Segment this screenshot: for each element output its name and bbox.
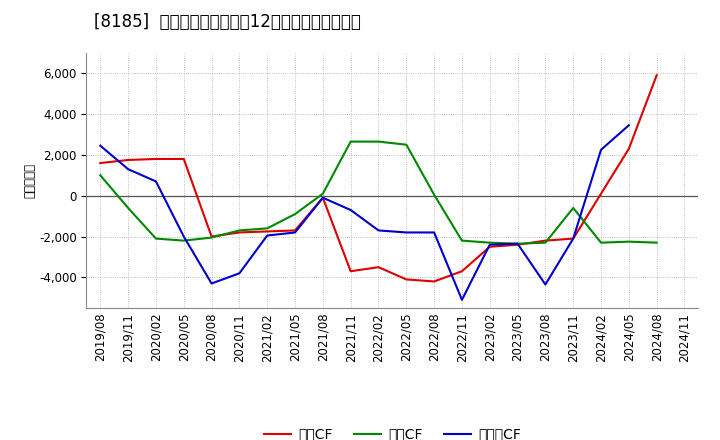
営業CF bbox=[374, 264, 383, 270]
投資CF bbox=[318, 191, 327, 196]
営業CF bbox=[96, 161, 104, 166]
フリーCF bbox=[569, 236, 577, 241]
投資CF bbox=[624, 239, 633, 244]
営業CF bbox=[569, 236, 577, 241]
投資CF bbox=[179, 238, 188, 243]
営業CF bbox=[179, 156, 188, 161]
営業CF bbox=[346, 268, 355, 274]
投資CF bbox=[485, 240, 494, 246]
投資CF bbox=[652, 240, 661, 246]
投資CF bbox=[374, 139, 383, 144]
営業CF bbox=[485, 244, 494, 249]
投資CF bbox=[569, 205, 577, 211]
投資CF bbox=[291, 212, 300, 217]
フリーCF bbox=[124, 166, 132, 172]
営業CF bbox=[430, 279, 438, 284]
フリーCF bbox=[263, 233, 271, 238]
営業CF bbox=[152, 156, 161, 161]
Line: 営業CF: 営業CF bbox=[100, 75, 657, 282]
フリーCF bbox=[179, 234, 188, 239]
Y-axis label: （百万円）: （百万円） bbox=[23, 163, 36, 198]
営業CF bbox=[318, 195, 327, 200]
フリーCF bbox=[207, 281, 216, 286]
フリーCF bbox=[541, 282, 550, 287]
投資CF bbox=[152, 236, 161, 241]
投資CF bbox=[430, 192, 438, 197]
営業CF bbox=[458, 268, 467, 274]
Text: [8185]  キャッシュフローの12か月移動合計の推移: [8185] キャッシュフローの12か月移動合計の推移 bbox=[94, 13, 361, 31]
フリーCF bbox=[291, 230, 300, 235]
フリーCF bbox=[235, 271, 243, 276]
フリーCF bbox=[318, 195, 327, 200]
フリーCF bbox=[96, 143, 104, 148]
営業CF bbox=[291, 228, 300, 233]
フリーCF bbox=[152, 179, 161, 184]
投資CF bbox=[207, 235, 216, 240]
投資CF bbox=[124, 205, 132, 211]
フリーCF bbox=[346, 207, 355, 213]
フリーCF bbox=[458, 297, 467, 302]
フリーCF bbox=[402, 230, 410, 235]
Line: 投資CF: 投資CF bbox=[100, 142, 657, 244]
投資CF bbox=[597, 240, 606, 246]
投資CF bbox=[96, 172, 104, 178]
営業CF bbox=[541, 238, 550, 243]
フリーCF bbox=[597, 147, 606, 152]
投資CF bbox=[458, 238, 467, 243]
フリーCF bbox=[624, 123, 633, 128]
フリーCF bbox=[374, 228, 383, 233]
投資CF bbox=[263, 226, 271, 231]
営業CF bbox=[624, 146, 633, 151]
投資CF bbox=[513, 241, 522, 246]
フリーCF bbox=[430, 230, 438, 235]
営業CF bbox=[207, 234, 216, 239]
営業CF bbox=[597, 191, 606, 196]
フリーCF bbox=[513, 241, 522, 246]
営業CF bbox=[263, 229, 271, 234]
投資CF bbox=[346, 139, 355, 144]
Line: フリーCF: フリーCF bbox=[100, 125, 629, 300]
営業CF bbox=[402, 277, 410, 282]
投資CF bbox=[541, 240, 550, 246]
営業CF bbox=[652, 73, 661, 78]
投資CF bbox=[235, 228, 243, 233]
営業CF bbox=[235, 230, 243, 235]
投資CF bbox=[402, 142, 410, 147]
営業CF bbox=[124, 158, 132, 163]
営業CF bbox=[513, 242, 522, 247]
Legend: 営業CF, 投資CF, フリーCF: 営業CF, 投資CF, フリーCF bbox=[258, 422, 527, 440]
フリーCF bbox=[485, 242, 494, 247]
